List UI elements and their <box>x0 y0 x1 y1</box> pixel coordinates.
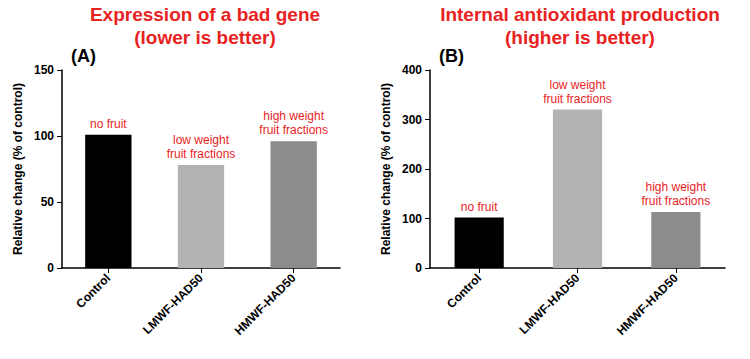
svg-text:LMWF-HAD50: LMWF-HAD50 <box>517 271 583 337</box>
svg-text:fruit fractions: fruit fractions <box>167 147 236 161</box>
svg-text:(A): (A) <box>71 46 96 66</box>
svg-text:Relative change (% of control): Relative change (% of control) <box>379 83 393 255</box>
svg-text:(lower is better): (lower is better) <box>134 27 275 48</box>
svg-text:50: 50 <box>41 195 55 209</box>
svg-text:Control: Control <box>73 271 113 311</box>
svg-text:Expression of a bad gene: Expression of a bad gene <box>90 4 320 25</box>
svg-text:0: 0 <box>415 261 422 275</box>
svg-text:fruit fractions: fruit fractions <box>259 123 328 137</box>
svg-text:fruit fractions: fruit fractions <box>641 194 710 208</box>
svg-text:150: 150 <box>34 63 54 77</box>
svg-text:low weight: low weight <box>549 78 606 92</box>
svg-text:(higher is better): (higher is better) <box>505 27 655 48</box>
svg-text:100: 100 <box>34 129 54 143</box>
svg-text:low weight: low weight <box>173 133 230 147</box>
svg-text:high weight: high weight <box>263 109 324 123</box>
svg-text:300: 300 <box>402 113 422 127</box>
svg-text:high weight: high weight <box>645 180 706 194</box>
svg-text:HMWF-HAD50: HMWF-HAD50 <box>614 271 681 338</box>
svg-text:Relative change (% of control): Relative change (% of control) <box>11 83 25 255</box>
svg-text:400: 400 <box>402 63 422 77</box>
svg-text:200: 200 <box>402 162 422 176</box>
svg-text:Control: Control <box>444 271 484 311</box>
svg-text:no fruit: no fruit <box>90 117 127 131</box>
svg-text:Internal antioxidant productio: Internal antioxidant production <box>440 4 720 25</box>
svg-text:(B): (B) <box>439 46 464 66</box>
svg-text:no fruit: no fruit <box>461 200 498 214</box>
svg-text:LMWF-HAD50: LMWF-HAD50 <box>140 271 206 337</box>
svg-text:100: 100 <box>402 212 422 226</box>
svg-text:fruit fractions: fruit fractions <box>543 92 612 106</box>
svg-text:HMWF-HAD50: HMWF-HAD50 <box>232 271 299 338</box>
svg-text:0: 0 <box>47 261 54 275</box>
